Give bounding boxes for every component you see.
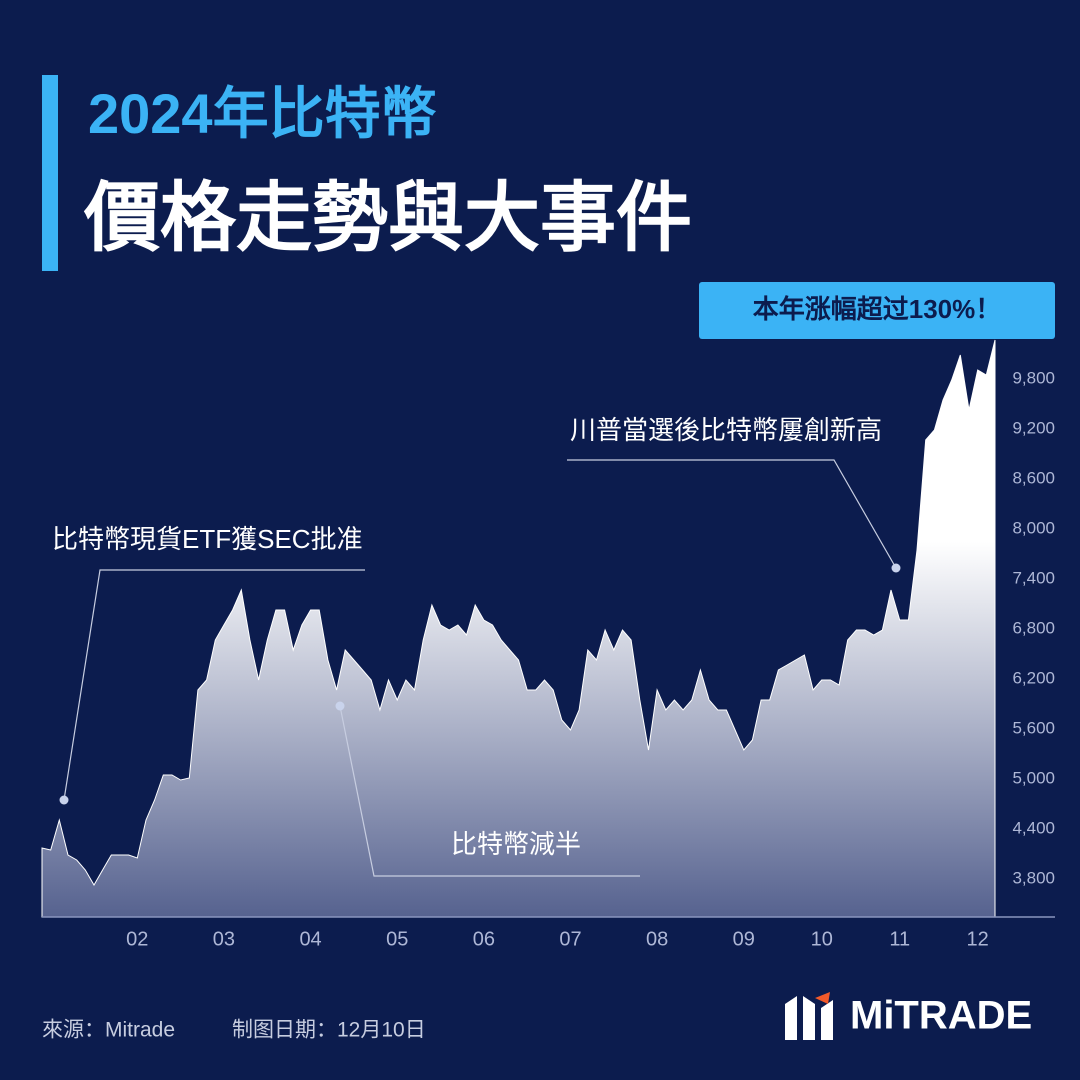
annotation-line bbox=[567, 459, 897, 569]
chart-subtitle: 價格走勢與大事件 bbox=[83, 176, 692, 261]
chart-title: 2024年比特幣 bbox=[88, 82, 437, 145]
annotation-dot bbox=[335, 701, 345, 711]
badge-box bbox=[699, 282, 1055, 339]
annotation: 比特幣減半 bbox=[451, 829, 581, 859]
x-tick-label: 12 bbox=[967, 928, 989, 950]
x-tick-label: 04 bbox=[299, 928, 321, 950]
y-tick-label: 5,600 bbox=[1012, 718, 1055, 737]
y-tick-label: 6,800 bbox=[1012, 618, 1055, 637]
y-tick-label: 3,800 bbox=[1012, 868, 1055, 887]
source: 來源：Mitrade bbox=[42, 1019, 175, 1042]
annotation-line bbox=[63, 569, 365, 801]
annotation-line bbox=[339, 705, 640, 877]
y-tick-label: 6,200 bbox=[1012, 668, 1055, 687]
x-tick-label: 08 bbox=[646, 928, 668, 950]
y-tick-label: 9,200 bbox=[1012, 418, 1055, 437]
y-tick-label: 8,600 bbox=[1012, 468, 1055, 487]
annotation-dot bbox=[59, 795, 69, 805]
y-tick-label: 4,400 bbox=[1012, 818, 1055, 837]
x-tick-label: 10 bbox=[811, 928, 833, 950]
x-tick-label: 05 bbox=[386, 928, 408, 950]
annotation: 比特幣現貨ETF獲SEC批准 bbox=[52, 524, 363, 554]
title-bar bbox=[42, 75, 58, 271]
brand: MiTRADE bbox=[850, 994, 1032, 1038]
y-tick-label: 7,400 bbox=[1012, 568, 1055, 587]
x-tick-label: 09 bbox=[733, 928, 755, 950]
x-tick-label: 02 bbox=[126, 928, 148, 950]
annotation: 川普當選後比特幣屢創新高 bbox=[570, 415, 882, 445]
x-tick-label: 06 bbox=[473, 928, 495, 950]
y-tick-label: 5,000 bbox=[1012, 768, 1055, 787]
annotation-dot bbox=[891, 563, 901, 573]
badge: 本年涨幅超过130%！ bbox=[753, 294, 1002, 324]
logo-icon bbox=[785, 992, 833, 1040]
price-area bbox=[41, 339, 996, 918]
x-tick-label: 03 bbox=[213, 928, 235, 950]
x-tick-label: 07 bbox=[559, 928, 581, 950]
y-tick-label: 8,000 bbox=[1012, 518, 1055, 537]
x-tick-label: 11 bbox=[889, 928, 910, 950]
date-note: 制图日期：12月10日 bbox=[232, 1019, 426, 1042]
y-tick-label: 9,800 bbox=[1012, 368, 1055, 387]
